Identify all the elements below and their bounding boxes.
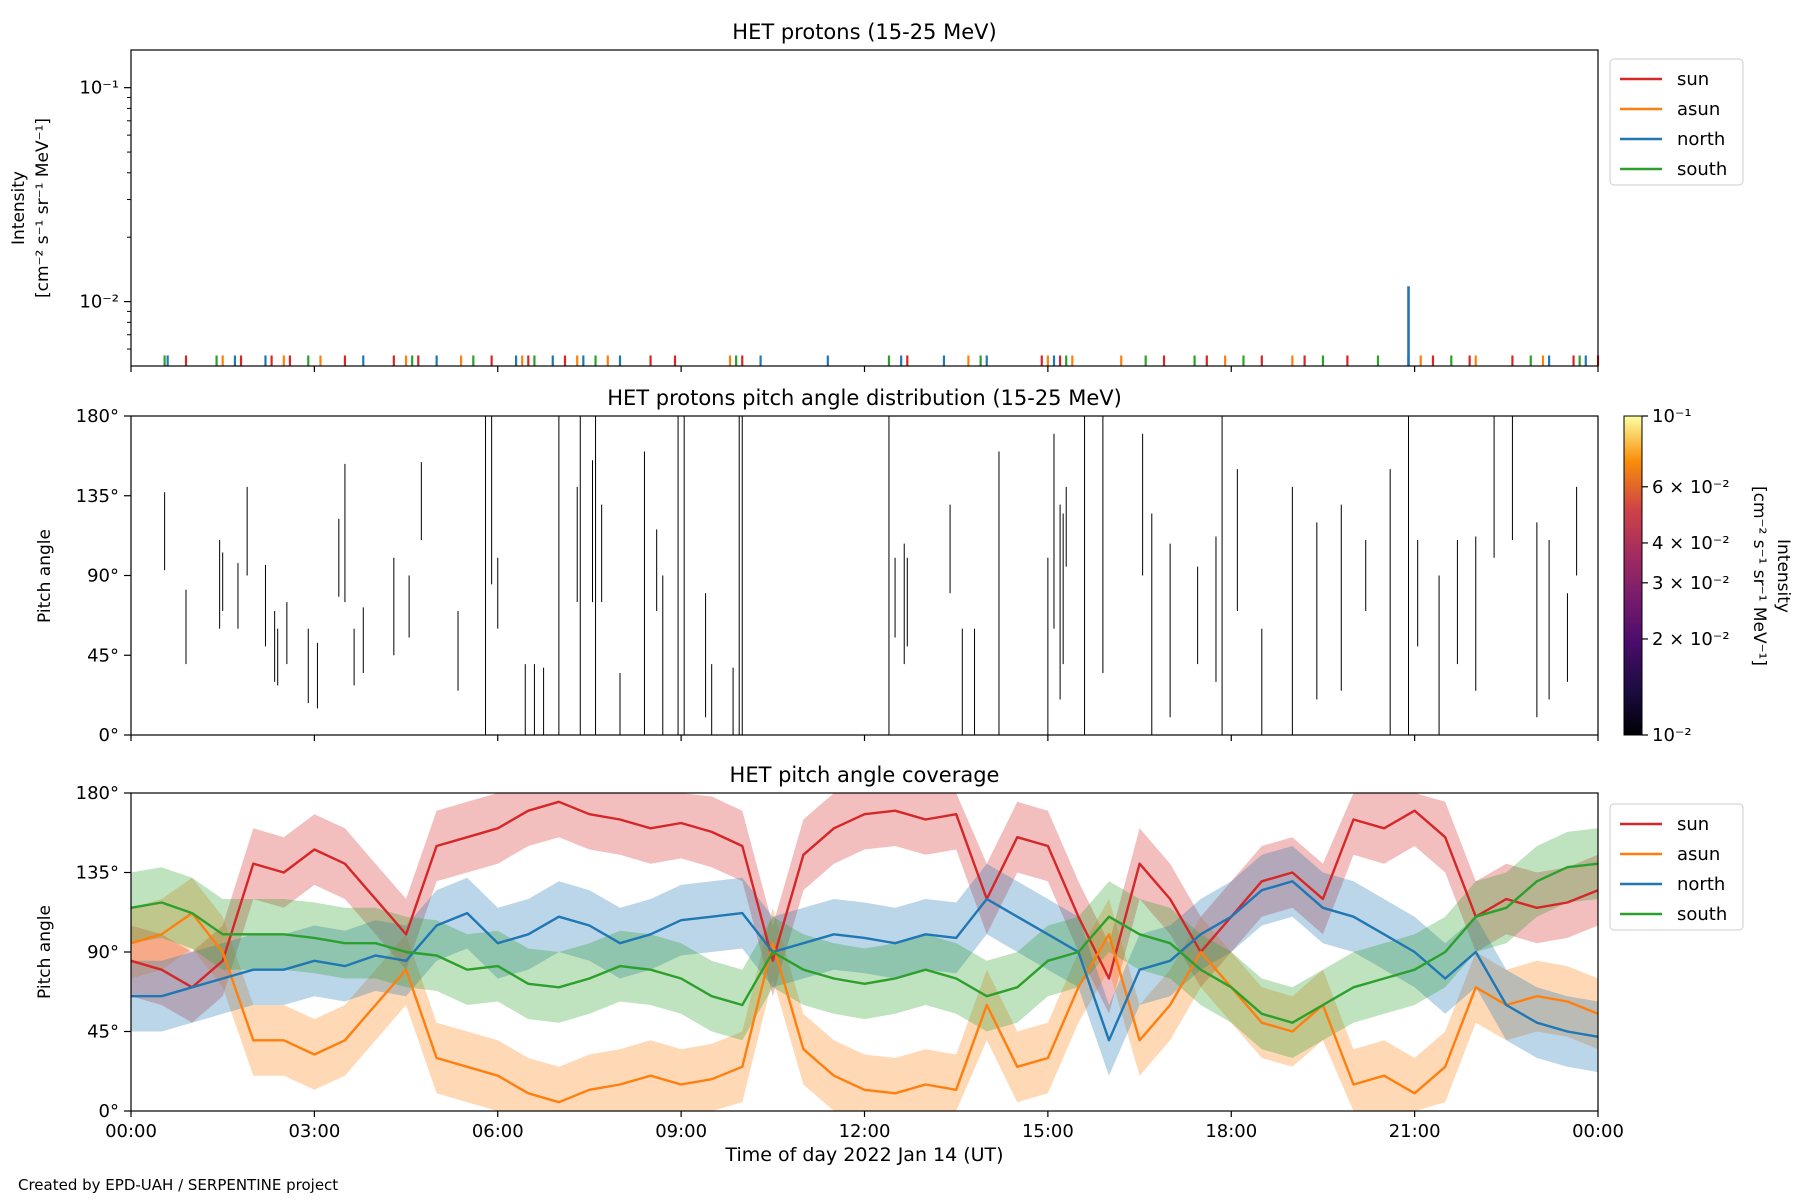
y-tick-label: 90° xyxy=(87,566,119,587)
intensity-x-ticks xyxy=(130,366,1599,372)
intensity-legend: sun asun north south xyxy=(1609,58,1744,186)
sun-legend-label: sun xyxy=(1677,69,1709,90)
colorbar-label-line2: [cm⁻² s⁻¹ sr⁻¹ MeV⁻¹] xyxy=(1749,486,1769,666)
coverage-ylabel: Pitch angle xyxy=(35,905,55,999)
x-tick-label: 12:00 xyxy=(839,1121,891,1142)
x-tick-label: 00:00 xyxy=(1572,1121,1624,1142)
y-tick-label: 180° xyxy=(76,406,119,427)
south-legend-label: south xyxy=(1677,159,1727,180)
sun-coverage-line xyxy=(130,800,1599,989)
x-tick-label: 09:00 xyxy=(655,1121,707,1142)
pad-title: HET protons pitch angle distribution (15… xyxy=(607,386,1122,410)
y-tick-label: 135° xyxy=(76,486,119,507)
credit-footer: Created by EPD-UAH / SERPENTINE project xyxy=(18,1176,339,1194)
x-tick-label: 21:00 xyxy=(1389,1121,1441,1142)
pad-x-ticks xyxy=(130,735,1599,741)
colorbar-tick-label: 10⁻¹ xyxy=(1652,406,1692,427)
colorbar xyxy=(1623,415,1643,736)
south-coverage-band xyxy=(131,828,1598,1058)
intensity-panel: HET protons (15-25 MeV) 10⁻² 10⁻¹ Intensi… xyxy=(9,20,1744,372)
y-tick-label: 0° xyxy=(99,725,119,746)
colorbar-tick-label: 2 × 10⁻² xyxy=(1652,629,1730,650)
coverage-panel: HET pitch angle coverage 0° 45° 90° 135° 180… xyxy=(35,763,1744,1166)
colorbar-label-line1: Intensity xyxy=(1773,539,1793,613)
colorbar-tick-label: 4 × 10⁻² xyxy=(1652,533,1730,554)
asun-coverage-line xyxy=(130,911,1599,1104)
intensity-ylabel-line1: Intensity xyxy=(9,171,29,245)
asun-legend-label: asun xyxy=(1677,99,1720,120)
colorbar-tick-label: 6 × 10⁻² xyxy=(1652,477,1730,498)
y-tick-label: 135° xyxy=(76,863,119,884)
y-tick-label: 90° xyxy=(87,942,119,963)
intensity-y-ticks: 10⁻² 10⁻¹ xyxy=(79,78,131,350)
x-tick-label: 18:00 xyxy=(1205,1121,1257,1142)
y-tick-label: 10⁻² xyxy=(79,292,119,313)
south-legend-label: south xyxy=(1677,904,1727,925)
coverage-title: HET pitch angle coverage xyxy=(730,763,1000,787)
coverage-xlabel: Time of day 2022 Jan 14 (UT) xyxy=(724,1144,1003,1166)
legend-box xyxy=(1609,803,1744,931)
intensity-title: HET protons (15-25 MeV) xyxy=(732,20,996,44)
y-tick-label: 180° xyxy=(76,783,119,804)
north-coverage-band xyxy=(131,846,1598,1076)
y-tick-label: 45° xyxy=(87,645,119,666)
south-coverage-line xyxy=(130,862,1599,1024)
sun-coverage-band xyxy=(131,793,1598,1023)
y-tick-label: 10⁻¹ xyxy=(79,78,119,99)
pad-panel: HET protons pitch angle distribution (15… xyxy=(35,386,1793,746)
intensity-ylabel-line2: [cm⁻² s⁻¹ sr⁻¹ MeV⁻¹] xyxy=(33,118,53,298)
coverage-y-ticks: 0° 45° 90° 135° 180° xyxy=(76,783,131,1122)
y-tick-label: 0° xyxy=(99,1101,119,1122)
pad-marks-group xyxy=(164,416,1578,735)
sun-legend-label: sun xyxy=(1677,814,1709,835)
intensity-series-group xyxy=(163,286,1600,366)
x-tick-label: 15:00 xyxy=(1022,1121,1074,1142)
asun-legend-label: asun xyxy=(1677,844,1720,865)
colorbar-tick-label: 3 × 10⁻² xyxy=(1652,573,1730,594)
colorbar-ticks: 10⁻² 2 × 10⁻² 3 × 10⁻² 4 × 10⁻² 6 × 10⁻² 10⁻¹ xyxy=(1642,406,1730,746)
pad-plot-frame xyxy=(130,415,1599,736)
pad-ylabel: Pitch angle xyxy=(35,529,55,623)
coverage-legend: sun asun north south xyxy=(1609,803,1744,931)
intensity-plot-frame xyxy=(130,49,1599,367)
x-tick-label: 03:00 xyxy=(288,1121,340,1142)
asun-coverage-band xyxy=(131,877,1598,1111)
coverage-series-group xyxy=(130,793,1599,1111)
y-tick-label: 45° xyxy=(87,1022,119,1043)
pad-y-ticks: 0° 45° 90° 135° 180° xyxy=(76,406,131,746)
coverage-x-ticks: 00:00 03:00 06:00 09:00 12:00 15:00 18:00 21:00… xyxy=(105,1111,1624,1142)
x-tick-label: 00:00 xyxy=(105,1121,157,1142)
legend-box xyxy=(1609,58,1744,186)
north-legend-label: north xyxy=(1677,129,1725,150)
x-tick-label: 06:00 xyxy=(472,1121,524,1142)
colorbar-tick-label: 10⁻² xyxy=(1652,725,1692,746)
north-coverage-line xyxy=(131,880,1599,1042)
north-legend-label: north xyxy=(1677,874,1725,895)
